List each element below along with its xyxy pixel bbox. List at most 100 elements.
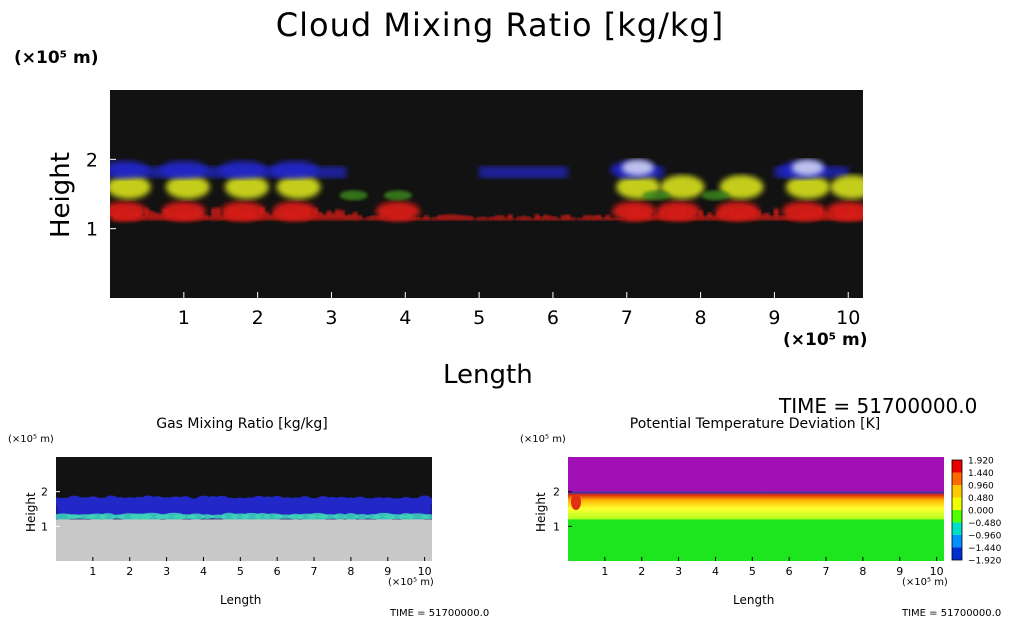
temp-x-tick-label: 2 (638, 565, 645, 578)
cloud-rain-mark (419, 217, 425, 221)
cloud-rain-mark (321, 214, 327, 221)
cloud-red-mark (781, 201, 826, 222)
gas-time-label: TIME = 51700000.0 (390, 608, 490, 619)
cloud-rain-mark (157, 213, 163, 221)
cloud-rain-mark (574, 218, 580, 221)
cloud-rain-mark (596, 214, 602, 221)
cloud-yellow-mark (660, 175, 705, 200)
cloud-rain-mark (521, 215, 527, 221)
gas-x-tick-label: 6 (274, 565, 281, 578)
cloud-rain-mark (556, 217, 562, 221)
gas-x-tick-label: 1 (89, 565, 96, 578)
cloud-rain-mark (472, 218, 478, 221)
cloud-blue-mark (270, 160, 319, 179)
cloud-yellow-mark (165, 175, 210, 200)
gas-blue-mark (416, 495, 432, 508)
colorbar-segment (952, 460, 962, 473)
temp-x-tick-label: 5 (749, 565, 756, 578)
gas-x-tick-label: 2 (126, 565, 133, 578)
gas-x-tick-label: 3 (163, 565, 170, 578)
cloud-rain-mark (503, 217, 509, 221)
main-y-tick-label: 1 (86, 219, 98, 241)
cloud-rain-mark (711, 215, 717, 221)
cloud-rain-mark (693, 216, 699, 221)
cloud-rain-mark (649, 215, 655, 221)
temp-y-tick-label: 2 (553, 486, 560, 499)
cloud-rain-mark (211, 207, 217, 221)
colorbar-label: 1.440 (968, 469, 994, 479)
temp-y-unit: (×10⁵ m) (520, 434, 566, 445)
main-x-tick-label: 6 (547, 307, 559, 329)
temp-x-tick-label: 9 (896, 565, 903, 578)
temp-x-tick-label: 1 (601, 565, 608, 578)
temp-hot-spot (571, 494, 581, 511)
gas-y-unit: (×10⁵ m) (8, 434, 54, 445)
cloud-rain-mark (140, 215, 146, 221)
cloud-rain-mark (268, 214, 274, 221)
cloud-rain-mark (344, 215, 350, 221)
cloud-rain-mark (561, 215, 567, 221)
cloud-rain-mark (760, 213, 766, 221)
cloud-rain-mark (552, 216, 558, 221)
cloud-rain-mark (609, 217, 615, 221)
gas-blue-mark (296, 496, 313, 507)
gas-teal-mark (354, 513, 370, 520)
cloud-rain-mark (583, 215, 589, 221)
cloud-red-mark (375, 201, 420, 222)
temp-purple-layer (568, 457, 944, 492)
colorbar-segment (952, 485, 962, 498)
cloud-rain-mark (525, 216, 531, 221)
temp-x-label: Length (733, 593, 775, 607)
main-x-tick-label: 8 (695, 307, 707, 329)
page-title: Cloud Mixing Ratio [kg/kg] (275, 6, 725, 44)
cloud-rain-mark (707, 212, 713, 221)
cloud-rain-mark (534, 214, 540, 221)
cloud-yellow-mark (785, 175, 830, 200)
cloud-rain-mark (592, 215, 598, 221)
temp-band (568, 491, 944, 520)
cloud-red-mark (220, 201, 265, 222)
cloud-rain-mark (206, 215, 212, 221)
cloud-rain-mark (144, 208, 150, 221)
cloud-rain-mark (366, 216, 372, 221)
cloud-rain-mark (370, 215, 376, 221)
cloud-yellow-mark (224, 175, 269, 200)
cloud-rain-mark (432, 217, 438, 221)
cloud-yellow-mark (276, 175, 321, 200)
gas-teal-mark (187, 513, 206, 520)
cloud-rain-mark (782, 215, 788, 221)
cloud-rain-mark (348, 214, 354, 221)
cloud-rain-mark (463, 215, 469, 221)
colorbar-frame (951, 459, 963, 561)
cloud-rain-mark (565, 214, 571, 221)
cloud-rain-mark (755, 210, 761, 221)
gas-blue-mark (213, 495, 230, 507)
cloud-rain-mark (414, 217, 420, 221)
cloud-rain-mark (512, 218, 518, 221)
gas-x-tick-label: 10 (418, 565, 432, 578)
cloud-rain-mark (317, 212, 323, 221)
cloud-white-mark (791, 159, 824, 176)
temp-x-tick-label: 6 (786, 565, 793, 578)
cloud-rain-mark (530, 217, 536, 221)
cloud-rain-mark (822, 211, 828, 221)
colorbar-label: −1.440 (968, 544, 1002, 554)
main-x-tick-label: 7 (621, 307, 633, 329)
cloud-blue-mark (218, 160, 267, 179)
colorbar-label: −0.960 (968, 532, 1002, 542)
gas-y-tick-label: 2 (41, 486, 48, 499)
cloud-green-mark (383, 190, 412, 201)
gas-teal-mark (200, 514, 214, 520)
cloud-green-mark (339, 190, 368, 201)
cloud-rain-mark (764, 213, 770, 221)
gas-x-tick-label: 4 (200, 565, 207, 578)
colorbar-segment (952, 497, 962, 510)
temp-y-label: Height (534, 492, 548, 532)
gas-y-tick-label: 1 (41, 520, 48, 533)
cloud-rain-mark (459, 215, 465, 221)
cloud-rain-mark (335, 209, 341, 221)
cloud-rain-mark (330, 212, 336, 221)
main-y-unit: (×10⁵ m) (14, 48, 99, 68)
cloud-rain-mark (428, 217, 434, 221)
cloud-red-mark (110, 201, 147, 222)
